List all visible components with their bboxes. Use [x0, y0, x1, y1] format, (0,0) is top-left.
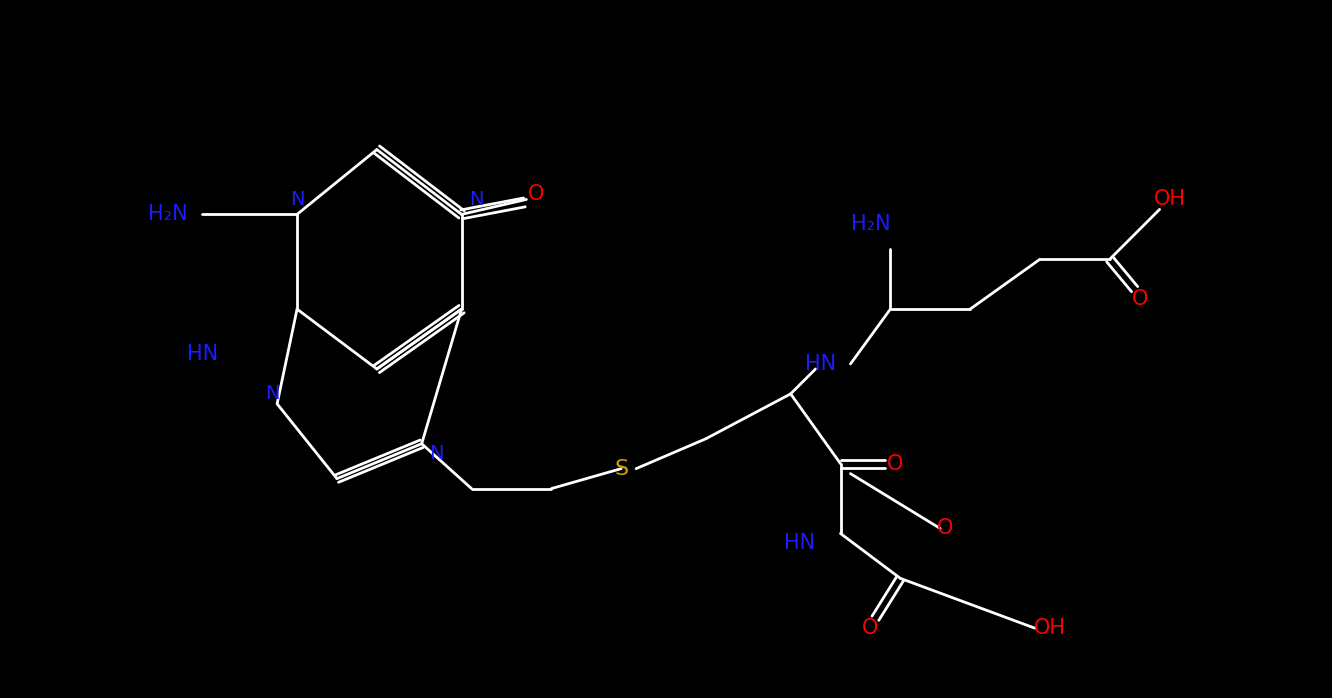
Text: N: N	[469, 190, 484, 209]
Text: HN: HN	[186, 344, 218, 364]
Text: H₂N: H₂N	[148, 205, 188, 224]
Text: S: S	[614, 459, 629, 479]
Text: O: O	[1131, 289, 1148, 309]
Text: O: O	[529, 184, 545, 205]
Text: OH: OH	[1154, 189, 1185, 209]
Text: O: O	[862, 618, 879, 638]
Text: N: N	[290, 190, 304, 209]
Text: O: O	[887, 454, 903, 474]
Text: N: N	[429, 444, 444, 463]
Text: H₂N: H₂N	[851, 214, 890, 235]
Text: HN: HN	[805, 354, 836, 374]
Text: OH: OH	[1034, 618, 1066, 638]
Text: N: N	[265, 385, 280, 403]
Text: O: O	[936, 519, 954, 538]
Text: HN: HN	[785, 533, 815, 554]
